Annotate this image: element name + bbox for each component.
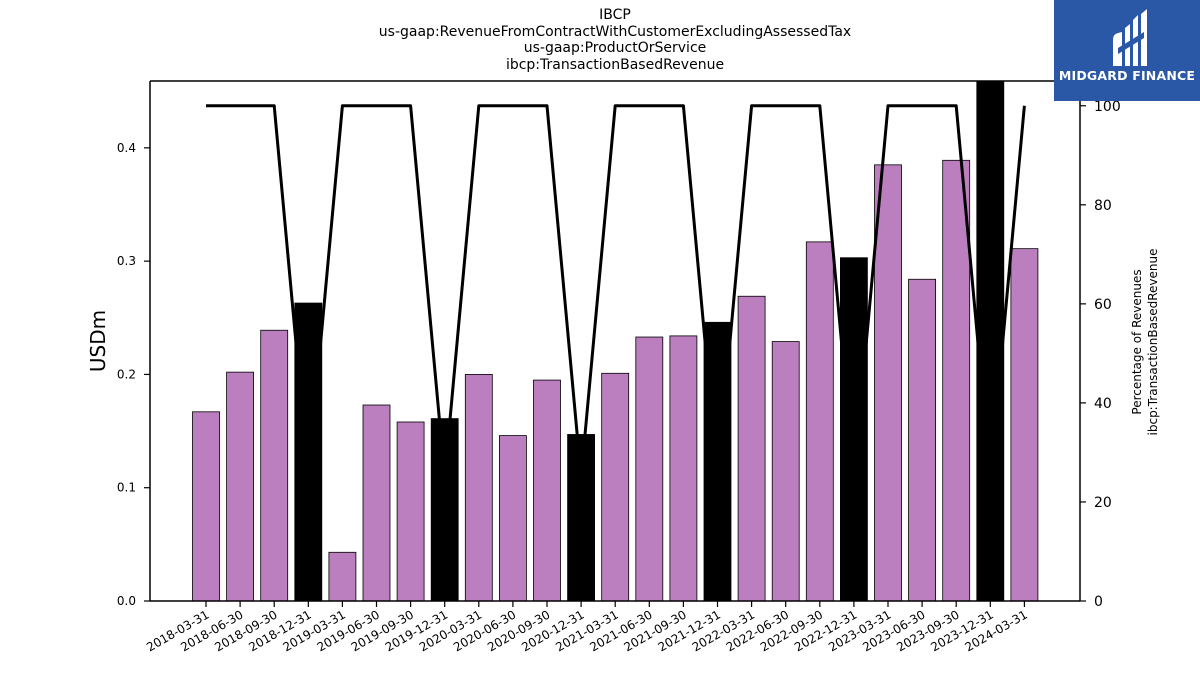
company-logo: MIDGARD FINANCE bbox=[1054, 0, 1200, 101]
title-line-3: us-gaap:ProductOrService bbox=[523, 40, 707, 56]
logo-text: MIDGARD FINANCE bbox=[1058, 68, 1196, 83]
bar-2020-03-31 bbox=[464, 374, 493, 602]
percentage-line bbox=[206, 104, 1026, 479]
y2-tick-label: 20 bbox=[1094, 495, 1112, 511]
bar-2022-03-31 bbox=[737, 295, 766, 602]
title-line-4: ibcp:TransactionBasedRevenue bbox=[505, 56, 725, 73]
y2-axis-label-line-2: ibcp:TransactionBasedRevenue bbox=[1146, 249, 1160, 436]
bar-2019-06-30 bbox=[362, 404, 391, 602]
bar-2023-06-30 bbox=[908, 278, 936, 602]
y2-tick-label: 0 bbox=[1094, 594, 1103, 610]
bar-2021-06-30 bbox=[635, 336, 664, 602]
bar-2018-09-30 bbox=[260, 329, 289, 602]
bar-2018-03-31 bbox=[192, 411, 220, 602]
logo-mark-icon bbox=[1113, 9, 1147, 66]
bar-2019-09-30 bbox=[396, 421, 425, 602]
bar-2019-12-31 bbox=[430, 418, 459, 602]
y2-axis-label: Percentage of Revenues ibcp:TransactionB… bbox=[1130, 249, 1160, 436]
y2-tick-label: 100 bbox=[1094, 99, 1121, 115]
bar-2022-06-30 bbox=[771, 341, 800, 602]
y2-tick-label: 80 bbox=[1094, 198, 1112, 214]
bars-group bbox=[192, 80, 1039, 602]
bar-2020-06-30 bbox=[498, 435, 527, 602]
bar-2020-12-31 bbox=[567, 434, 595, 602]
bar-2022-09-30 bbox=[805, 241, 834, 602]
y-axis-label: USDm bbox=[86, 310, 110, 372]
bar-2019-03-31 bbox=[328, 551, 357, 602]
title-line-2: us-gaap:RevenueFromContractWithCustomerE… bbox=[378, 23, 852, 40]
y-tick-label: 0.1 bbox=[117, 481, 136, 495]
y-tick-label: 0.3 bbox=[117, 254, 136, 268]
y-tick-label: 0.2 bbox=[117, 367, 136, 381]
bar-2018-06-30 bbox=[226, 371, 255, 602]
bar-2023-03-31 bbox=[874, 164, 902, 602]
y2-tick-label: 60 bbox=[1094, 297, 1112, 313]
bar-2018-12-31 bbox=[294, 302, 323, 602]
y2-tick-label: 40 bbox=[1094, 396, 1112, 412]
bar-2020-09-30 bbox=[533, 379, 561, 602]
bar-2021-09-30 bbox=[669, 335, 698, 602]
bar-2022-12-31 bbox=[840, 257, 868, 602]
bar-2023-12-31 bbox=[976, 80, 1005, 602]
bar-2021-03-31 bbox=[601, 372, 630, 602]
y-tick-label: 0.4 bbox=[117, 141, 136, 155]
bar-2024-03-31 bbox=[1010, 248, 1039, 602]
y2-axis-label-line-1: Percentage of Revenues bbox=[1130, 269, 1144, 414]
y-tick-label: 0.0 bbox=[117, 594, 136, 608]
title-line-1: IBCP bbox=[599, 7, 631, 23]
chart-title: IBCP us-gaap:RevenueFromContractWithCust… bbox=[150, 7, 1080, 73]
bar-2023-09-30 bbox=[942, 159, 971, 602]
line-group bbox=[206, 104, 1026, 479]
